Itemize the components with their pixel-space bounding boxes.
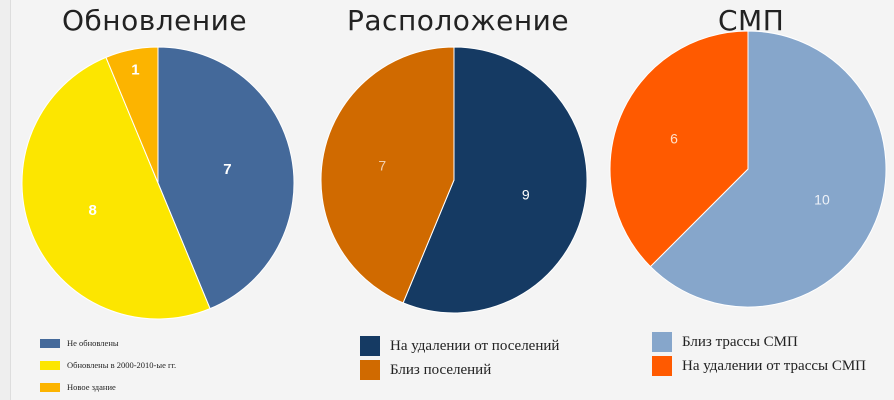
legend-label: На удалении от поселений bbox=[390, 337, 560, 354]
legend-swatch bbox=[40, 382, 60, 392]
legend-raspolozhenie: На удалении от поселений Близ поселений bbox=[360, 334, 559, 382]
legend-obnovlenie: Не обновлены Обновлены в 2000-2010-ые гг.… bbox=[40, 332, 176, 398]
legend-swatch bbox=[360, 336, 380, 356]
pie-slice-chart2-0 bbox=[649, 30, 887, 308]
pie-data-label-chart2-0: 10 bbox=[814, 192, 830, 208]
legend-swatch bbox=[40, 338, 60, 348]
legend-item-chart0-0: Не обновлены bbox=[40, 332, 176, 354]
pie-slice-chart0-0 bbox=[157, 46, 295, 310]
legend-item-chart2-0: Близ трассы СМП bbox=[652, 330, 866, 354]
legend-label: Близ поселений bbox=[390, 361, 492, 378]
pie-data-label-chart0-0: 7 bbox=[223, 161, 231, 178]
legend-swatch bbox=[652, 332, 672, 352]
legend-label: На удалении от трассы СМП bbox=[682, 357, 867, 374]
legend-label: Не обновлены bbox=[67, 338, 119, 348]
pie-data-label-chart1-1: 7 bbox=[378, 158, 386, 174]
pie-slice-chart0-2 bbox=[105, 46, 159, 184]
pie-data-label-chart2-1: 6 bbox=[670, 130, 678, 146]
slide-left-edge bbox=[0, 0, 11, 400]
pie-slice-chart2-1 bbox=[609, 30, 749, 268]
pie-data-label-chart0-1: 8 bbox=[88, 202, 96, 219]
legend-swatch bbox=[652, 356, 672, 376]
legend-item-chart0-2: Новое здание bbox=[40, 376, 176, 398]
legend-label: Новое здание bbox=[67, 382, 116, 392]
chart-title-raspolozhenie: Расположение bbox=[347, 4, 570, 37]
chart-title-obnovlenie: Обновление bbox=[62, 4, 248, 37]
legend-item-chart2-1: На удалении от трассы СМП bbox=[652, 354, 866, 378]
legend-item-chart1-1: Близ поселений bbox=[360, 358, 559, 382]
pie-data-label-chart0-2: 1 bbox=[131, 62, 139, 79]
legend-item-chart0-1: Обновлены в 2000-2010-ые гг. bbox=[40, 354, 176, 376]
pie-data-label-chart1-0: 9 bbox=[522, 186, 530, 202]
legend-swatch bbox=[360, 360, 380, 380]
legend-item-chart1-0: На удалении от поселений bbox=[360, 334, 559, 358]
pie-slice-chart1-0 bbox=[402, 46, 588, 314]
legend-label: Обновлены в 2000-2010-ые гг. bbox=[67, 360, 177, 370]
legend-smp: Близ трассы СМП На удалении от трассы СМП bbox=[652, 330, 866, 378]
pie-slice-chart1-1 bbox=[320, 46, 455, 304]
pie-slice-chart0-1 bbox=[21, 56, 211, 320]
legend-label: Близ трассы СМП bbox=[682, 333, 798, 350]
legend-swatch bbox=[40, 360, 60, 370]
